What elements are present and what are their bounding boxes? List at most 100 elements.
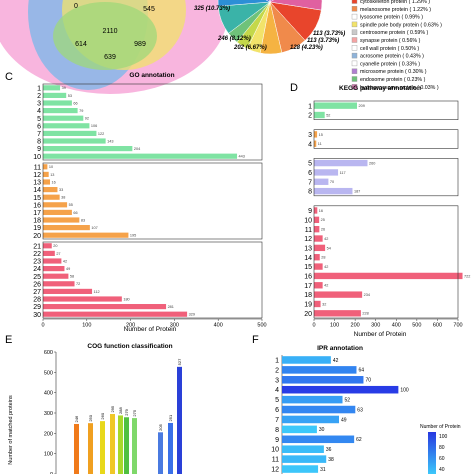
data-label: 53 <box>68 94 72 98</box>
category-label: 19 <box>304 302 312 309</box>
category-label: 14 <box>304 255 312 262</box>
data-label: 722 <box>464 274 470 278</box>
legend-item: cytoskeleton protein ( 1.29% ) <box>360 0 430 5</box>
category-label: 3 <box>275 377 279 384</box>
bar <box>43 146 133 152</box>
panel-label-d: D <box>290 82 298 94</box>
category-label: 7 <box>37 131 41 138</box>
category-label: 5 <box>308 161 312 168</box>
bar <box>43 115 84 121</box>
bar <box>43 171 49 177</box>
category-label: 2 <box>37 93 41 100</box>
group-frame <box>313 100 459 121</box>
data-label: 38 <box>328 457 334 463</box>
bar <box>177 366 182 474</box>
data-label: 62 <box>356 437 362 443</box>
legend-item: microsome protein ( 0.30% ) <box>360 69 427 75</box>
bar <box>314 159 368 167</box>
data-label: 234 <box>364 293 370 297</box>
ipr-annotation-chart: IPR annotation Number of Protein 1 422 643… <box>271 345 461 474</box>
pie-slice <box>269 0 323 11</box>
bar <box>168 422 173 474</box>
category-label: 11 <box>34 164 41 171</box>
data-label: 16 <box>319 209 323 213</box>
data-label: 10 <box>49 165 53 169</box>
colorbar <box>428 432 436 474</box>
data-label: 55 <box>69 203 73 207</box>
bar <box>158 432 163 474</box>
colorbar-tick-label: 100 <box>439 434 448 440</box>
category-label: 3 <box>308 132 312 139</box>
pie-slice <box>217 0 271 7</box>
category-label: 4 <box>308 141 312 148</box>
bar <box>282 356 331 364</box>
bar <box>282 455 327 463</box>
pie-chart <box>217 0 323 55</box>
venn-set-green <box>53 2 157 70</box>
data-label: 295 <box>110 405 115 412</box>
data-label: 11 <box>318 142 322 146</box>
pie-label-5: 113 (3.73%) <box>313 31 345 37</box>
category-label: 12 <box>33 172 41 179</box>
bar <box>282 366 357 374</box>
category-label: 20 <box>33 233 41 240</box>
category-label: 22 <box>33 251 41 258</box>
data-label: 20 <box>53 244 57 248</box>
data-label: 180 <box>123 297 129 301</box>
category-label: 29 <box>33 304 41 311</box>
data-label: 443 <box>239 155 245 159</box>
category-label: 15 <box>33 195 41 202</box>
data-label: 16 <box>52 180 56 184</box>
y-tick-label: 600 <box>44 350 53 356</box>
data-label: 228 <box>362 312 368 316</box>
bar <box>43 100 72 106</box>
category-label: 7 <box>308 179 312 186</box>
bar <box>282 425 317 434</box>
cog-ylabel: Number of matched proteins <box>8 395 14 465</box>
data-label: 66 <box>73 211 77 215</box>
category-label: 12 <box>271 467 279 474</box>
data-label: 42 <box>324 265 328 269</box>
category-label: 4 <box>37 108 41 115</box>
pie-label-2: 202 (6.67%) <box>233 45 267 51</box>
data-label: 63 <box>357 407 363 413</box>
x-tick-label: 100 <box>82 323 91 329</box>
category-label: 23 <box>33 259 41 266</box>
colorbar-tick-label: 80 <box>439 445 445 451</box>
data-label: 42 <box>63 259 67 263</box>
legend-swatch <box>351 37 358 43</box>
legend-item: centrosome protein ( 0.59% ) <box>360 30 429 36</box>
category-label: 18 <box>304 292 312 299</box>
legend-item: hydrogenosome protein ( 0.03% ) <box>360 85 439 91</box>
data-label: 112 <box>94 290 100 294</box>
bar <box>282 385 399 394</box>
bar <box>132 418 137 474</box>
legend-item: acrosome protein ( 0.43% ) <box>360 54 424 60</box>
bar <box>314 272 463 280</box>
category-label: 6 <box>37 123 41 130</box>
data-label: 205 <box>158 423 163 430</box>
category-label: 2 <box>275 367 279 374</box>
bar <box>282 415 340 424</box>
data-label: 106 <box>91 124 97 128</box>
pie-slice-labels: 325 (10.73%) 246 (8.12%) 202 (6.67%) 128… <box>194 6 345 51</box>
group-frame <box>313 158 459 197</box>
bar <box>43 250 55 256</box>
panel-label-e: E <box>5 334 12 346</box>
category-label: 10 <box>271 447 279 454</box>
data-label: 13 <box>50 173 54 177</box>
colorbar-tick-label: 60 <box>439 456 445 462</box>
data-label: 31 <box>320 467 326 473</box>
bar <box>314 263 323 270</box>
bar <box>43 281 75 287</box>
pie-label-3: 128 (4.23%) <box>290 45 323 51</box>
x-tick-label: 300 <box>371 323 380 329</box>
y-tick-label: 400 <box>44 391 53 397</box>
bar <box>43 164 48 170</box>
bar <box>43 187 58 193</box>
bar <box>43 288 93 294</box>
go-title: GO annotation <box>129 72 174 79</box>
bar <box>314 291 363 298</box>
bar <box>43 138 106 144</box>
